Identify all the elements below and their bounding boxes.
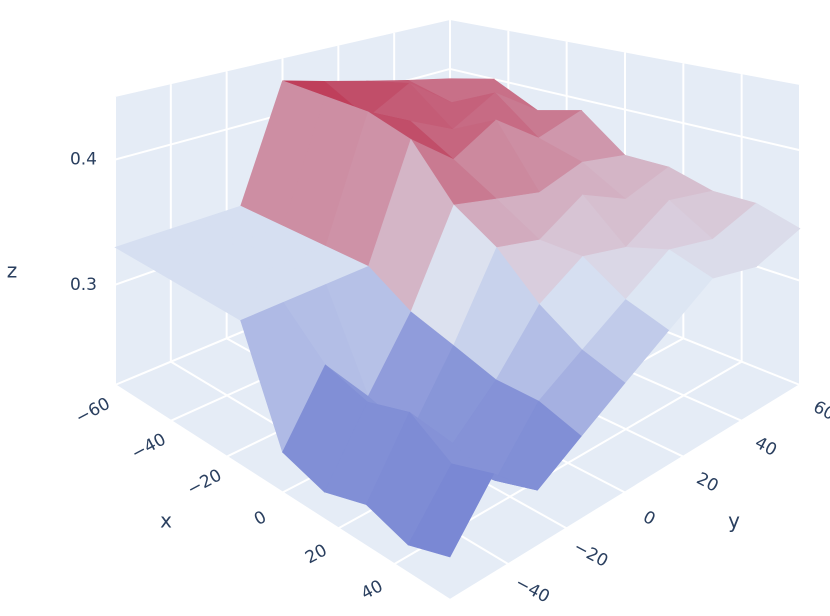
z-tick-label: 0.4	[70, 150, 97, 170]
grid-line	[114, 384, 451, 601]
y-tick-label: 60	[810, 397, 830, 425]
x-tick-label: 60	[414, 612, 442, 616]
y-tick-label: 20	[693, 469, 721, 497]
x-tick-label: 40	[358, 576, 386, 604]
x-axis-title: x	[160, 509, 172, 533]
y-tick-label: −60	[453, 609, 494, 616]
grid-line	[449, 67, 801, 152]
y-tick-label: 0	[640, 507, 659, 530]
x-tick-label: 20	[302, 540, 330, 568]
x-tick-label: −60	[72, 394, 113, 429]
x-tick-label: 0	[251, 507, 270, 530]
y-tick-label: −20	[570, 537, 611, 572]
y-tick-label: −40	[512, 573, 553, 608]
z-tick-label: 0.3	[70, 275, 97, 295]
z-axis-title: z	[7, 259, 18, 283]
surface-patch	[407, 463, 495, 558]
x-tick-label: −40	[128, 430, 169, 465]
y-tick-label: 40	[751, 433, 779, 461]
y-axis-title: y	[728, 509, 740, 533]
x-tick-label: −20	[184, 465, 225, 500]
